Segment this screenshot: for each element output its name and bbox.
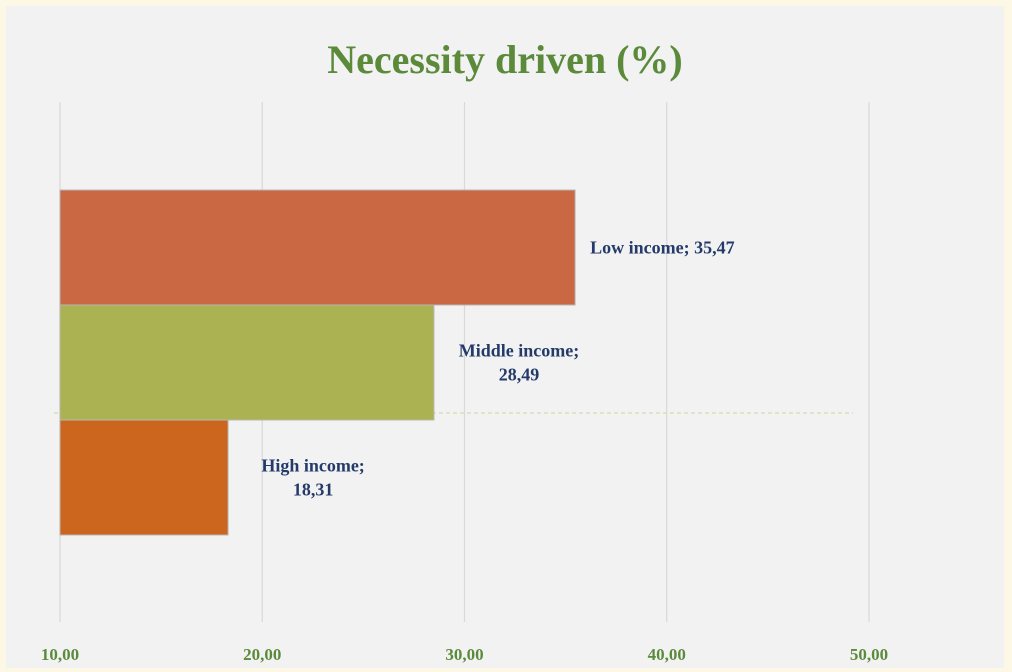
x-tick-label: 40,00	[648, 645, 686, 664]
chart-title: Necessity driven (%)	[327, 37, 683, 82]
x-tick-label: 50,00	[850, 645, 888, 664]
bar	[59, 189, 576, 306]
data-label: Low income; 35,47	[590, 238, 734, 258]
bar	[59, 304, 435, 421]
x-tick-label: 20,00	[243, 645, 281, 664]
x-tick-label: 30,00	[445, 645, 483, 664]
x-tick-label: 10,00	[41, 645, 79, 664]
data-label: Middle income; 28,49	[459, 341, 579, 385]
bar	[59, 419, 229, 536]
data-label: High income; 18,31	[261, 456, 365, 500]
